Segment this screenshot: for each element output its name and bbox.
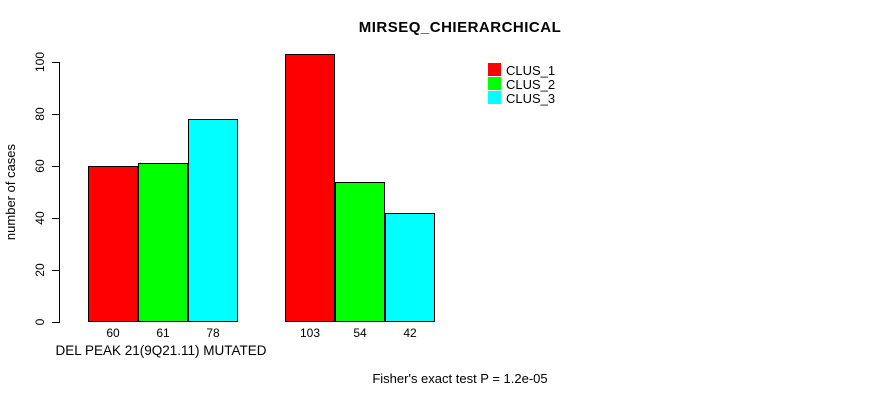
chart-title: MIRSEQ_CHIERARCHICAL bbox=[358, 19, 562, 36]
y-axis-line bbox=[59, 62, 60, 323]
bar-clus_2-group2 bbox=[335, 182, 385, 322]
y-axis-tick-label: 40 bbox=[33, 211, 47, 225]
legend-label-clus_1: CLUS_1 bbox=[506, 63, 556, 78]
y-axis-tick bbox=[52, 62, 59, 63]
bar-value-label: 78 bbox=[206, 326, 220, 340]
y-axis-tick bbox=[52, 114, 59, 115]
bar-clus_1-group1 bbox=[88, 166, 138, 322]
y-axis-tick-label: 100 bbox=[33, 51, 47, 73]
legend-swatch-clus_1 bbox=[488, 63, 501, 76]
bar-value-label: 60 bbox=[106, 326, 120, 340]
y-axis-tick-label: 20 bbox=[33, 263, 47, 277]
bar-value-label: 61 bbox=[156, 326, 170, 340]
legend-label-clus_3: CLUS_3 bbox=[506, 91, 556, 106]
y-axis-tick bbox=[52, 218, 59, 219]
legend-swatch-clus_2 bbox=[488, 77, 501, 90]
y-axis-tick bbox=[52, 166, 59, 167]
y-axis-tick-label: 0 bbox=[33, 318, 47, 326]
y-axis-tick bbox=[52, 322, 59, 323]
bar-value-label: 54 bbox=[353, 326, 367, 340]
y-axis-tick-label: 60 bbox=[33, 159, 47, 173]
legend-swatch-clus_3 bbox=[488, 91, 501, 104]
y-axis-tick-label: 80 bbox=[33, 107, 47, 121]
legend-label-clus_2: CLUS_2 bbox=[506, 77, 556, 92]
bar-value-label: 103 bbox=[299, 326, 321, 340]
bar-clus_3-group2 bbox=[385, 213, 435, 322]
x-axis-group-label: DEL PEAK 21(9Q21.11) MUTATED bbox=[55, 343, 267, 358]
fisher-test-annotation: Fisher's exact test P = 1.2e-05 bbox=[372, 371, 548, 386]
bar-clus_2-group1 bbox=[138, 163, 188, 322]
bar-value-label: 42 bbox=[403, 326, 417, 340]
bar-clus_3-group1 bbox=[188, 119, 238, 322]
y-axis-title: number of cases bbox=[3, 143, 18, 241]
bar-clus_1-group2 bbox=[285, 54, 335, 322]
y-axis-tick bbox=[52, 270, 59, 271]
